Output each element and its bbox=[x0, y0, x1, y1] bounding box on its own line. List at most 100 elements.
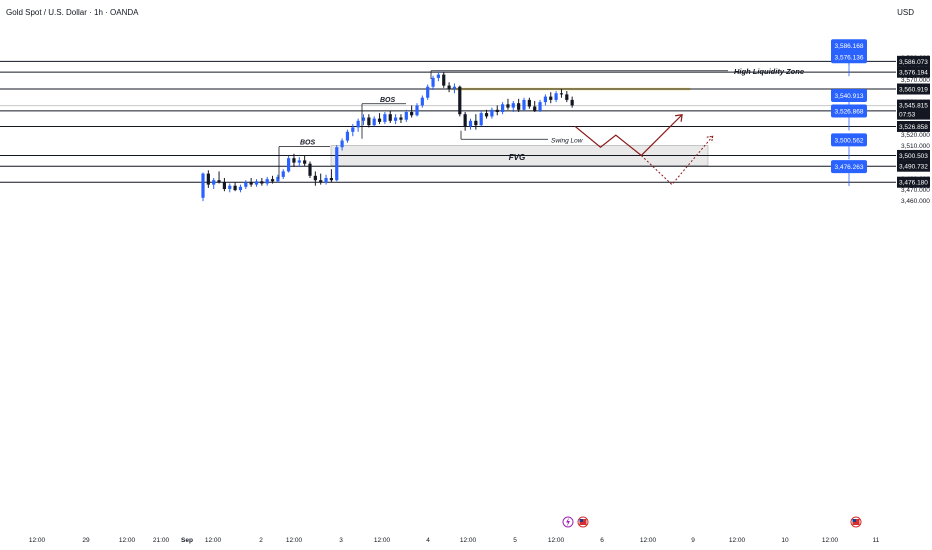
candle-body bbox=[212, 180, 216, 185]
candle-body bbox=[303, 160, 307, 164]
level-price-badge[interactable] bbox=[897, 176, 930, 188]
current-price-label: 3,545.815 bbox=[899, 103, 928, 110]
current-price-badge[interactable] bbox=[897, 99, 930, 120]
levels-layer bbox=[0, 60, 896, 183]
candle-body bbox=[324, 178, 328, 183]
candle-body bbox=[372, 118, 376, 126]
lightning-glyph bbox=[566, 517, 570, 527]
time-tick-label: 12:00 bbox=[548, 537, 565, 544]
price-tick-label: 3,470.000 bbox=[901, 187, 930, 194]
candle-body bbox=[377, 118, 382, 122]
bos-label: BOS bbox=[300, 140, 316, 147]
blue-price-badge[interactable] bbox=[831, 50, 867, 64]
candle-body bbox=[270, 179, 275, 182]
price-tick-label: 3,460.000 bbox=[901, 198, 930, 205]
level-price-label: 3,526.858 bbox=[899, 124, 928, 131]
level-price-badge[interactable] bbox=[897, 66, 930, 78]
candle-body bbox=[287, 158, 291, 172]
candle-body bbox=[506, 104, 510, 108]
candle-body bbox=[254, 181, 259, 185]
high-liquidity-zone-label: High Liquidity Zone bbox=[734, 67, 804, 76]
price-axis[interactable]: 3,590.0003,580.0003,570.0003,550.0003,53… bbox=[831, 39, 930, 205]
candle-body bbox=[292, 158, 296, 163]
time-tick-label: 5 bbox=[513, 537, 517, 544]
swing-low-label: Swing Low bbox=[551, 137, 584, 144]
blue-price-label: 3,526.868 bbox=[835, 108, 864, 115]
candle-body bbox=[436, 74, 440, 78]
projection-path-dotted[interactable] bbox=[640, 135, 714, 186]
candle-body bbox=[522, 99, 526, 110]
blue-price-badge[interactable] bbox=[831, 104, 867, 118]
time-tick-label: 12:00 bbox=[119, 537, 136, 544]
candle-body bbox=[388, 114, 392, 121]
candle-body bbox=[458, 86, 462, 115]
candle-body bbox=[484, 113, 489, 117]
candle-body bbox=[431, 77, 435, 87]
time-axis[interactable]: 12:00 29 12:00 21:00 Sep 12:00 2 12:00 3 12:00 4 12… bbox=[29, 516, 880, 544]
candle-body bbox=[501, 104, 505, 112]
candle-body bbox=[228, 185, 232, 189]
candle-body bbox=[335, 147, 339, 181]
candle-body bbox=[249, 182, 253, 185]
candle-body bbox=[222, 182, 226, 189]
candle-body bbox=[351, 127, 355, 132]
candle-body bbox=[394, 117, 398, 121]
candle-body bbox=[527, 99, 531, 107]
blue-price-badge[interactable] bbox=[831, 133, 867, 147]
candle-body bbox=[329, 178, 333, 181]
candle-body bbox=[340, 140, 344, 148]
level-price-badge[interactable] bbox=[897, 120, 930, 132]
candle-body bbox=[297, 160, 301, 163]
time-tick-label: 12:00 bbox=[729, 537, 746, 544]
candle-body bbox=[313, 175, 317, 181]
level-price-badge[interactable] bbox=[897, 55, 930, 67]
level-price-badge[interactable] bbox=[897, 149, 930, 161]
candle-body bbox=[367, 117, 371, 126]
candle-body bbox=[308, 163, 312, 176]
time-tick-label: 12:00 bbox=[205, 537, 222, 544]
candle-body bbox=[533, 106, 537, 111]
level-price-label: 3,586.073 bbox=[899, 59, 928, 66]
time-tick-label: 12:00 bbox=[29, 537, 46, 544]
blue-price-label: 3,476.263 bbox=[835, 164, 864, 171]
price-tick-label: 3,520.000 bbox=[901, 132, 930, 139]
candle-body bbox=[345, 131, 350, 141]
candle-body bbox=[238, 186, 243, 191]
flag-canton bbox=[579, 519, 583, 522]
time-tick-label: 6 bbox=[600, 537, 604, 544]
time-tick-label: 11 bbox=[873, 537, 880, 544]
annotations-layer: BOS BOS High Liquidity Zone Swing Low FVG bbox=[278, 67, 804, 186]
level-price-badge[interactable] bbox=[897, 160, 930, 172]
currency-label[interactable]: USD bbox=[897, 8, 914, 17]
candle-body bbox=[410, 112, 414, 116]
time-tick-label: Sep bbox=[181, 537, 193, 544]
time-tick-label: 4 bbox=[426, 537, 430, 544]
candle-body bbox=[549, 96, 553, 100]
time-tick-label: 12:00 bbox=[640, 537, 657, 544]
candle-body bbox=[474, 120, 478, 126]
time-tick-label: 2 bbox=[259, 537, 263, 544]
arrow-head-icon bbox=[675, 114, 683, 122]
candle-body bbox=[554, 93, 558, 100]
time-tick-label: 9 bbox=[691, 537, 695, 544]
blue-price-badge[interactable] bbox=[831, 160, 867, 174]
candle-body bbox=[543, 96, 547, 103]
candle-body bbox=[201, 173, 205, 198]
level-price-label: 3,560.919 bbox=[899, 86, 928, 93]
time-tick-label: 12:00 bbox=[286, 537, 303, 544]
candle-body bbox=[570, 99, 574, 106]
blue-price-badge[interactable] bbox=[831, 39, 867, 53]
candle-body bbox=[490, 109, 494, 117]
time-tick-label: 12:00 bbox=[460, 537, 477, 544]
time-tick-label: 12:00 bbox=[822, 537, 839, 544]
candle-body bbox=[260, 181, 264, 184]
blue-price-badge[interactable] bbox=[831, 88, 867, 102]
candle-body bbox=[415, 105, 419, 116]
candle-body bbox=[517, 103, 521, 110]
level-price-badge[interactable] bbox=[897, 83, 930, 95]
level-price-label: 3,500.503 bbox=[899, 153, 928, 160]
level-price-label: 3,490.732 bbox=[899, 164, 928, 171]
projection-path[interactable] bbox=[574, 114, 683, 157]
